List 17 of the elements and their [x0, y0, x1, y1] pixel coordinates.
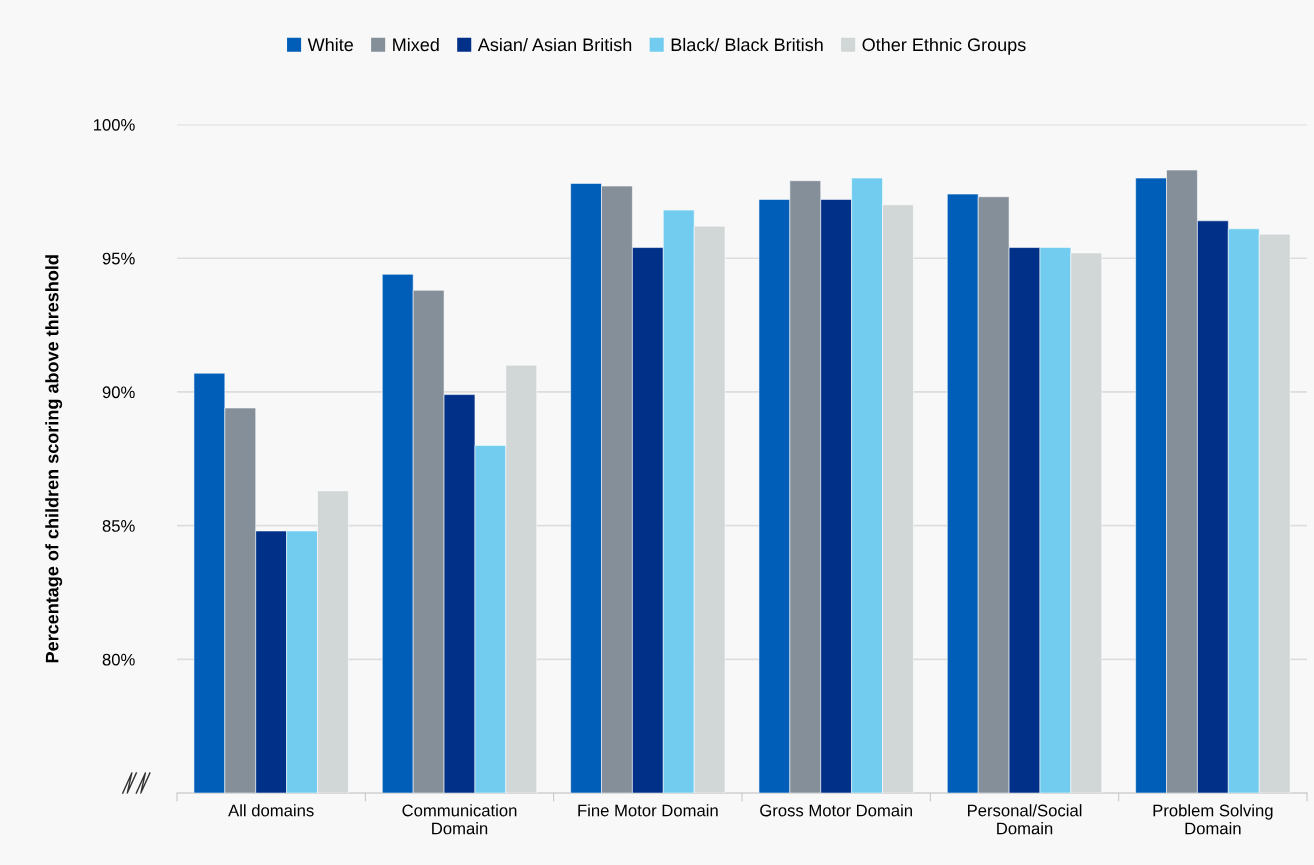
legend-label: Asian/ Asian British	[477, 37, 632, 52]
x-tick-label: All domains	[228, 804, 314, 817]
y-tick-label: 85%	[102, 520, 135, 532]
legend-label: Black/ Black British	[671, 37, 823, 52]
y-axis-title: Percentage of children scoring above threshold	[45, 255, 63, 663]
y-tick-label: 80%	[102, 653, 135, 666]
y-tick-label: 100%	[93, 118, 135, 131]
legend-label: Mixed	[393, 37, 439, 52]
legend-label: White	[307, 37, 353, 52]
legend-label: Other Ethnic Groups	[862, 37, 1026, 55]
y-tick-label: 95%	[102, 252, 135, 265]
x-tick-label: Communication Domain	[402, 804, 517, 835]
x-tick-label: Problem Solving Domain	[1153, 804, 1273, 835]
x-tick-label: Fine Motor Domain	[578, 804, 718, 817]
x-tick-label: Gross Motor Domain	[760, 804, 912, 817]
y-tick-label: 90%	[102, 386, 135, 399]
x-tick-label: Personal/Social Domain	[967, 804, 1082, 835]
